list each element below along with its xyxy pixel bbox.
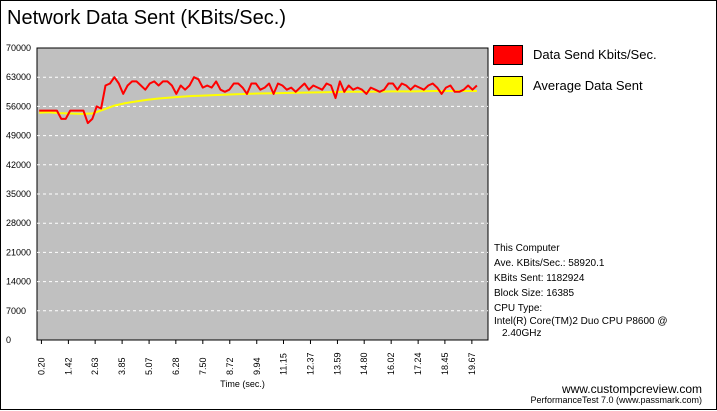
legend-swatch-red xyxy=(493,45,523,65)
series-line-average xyxy=(39,90,477,115)
x-tick-label: 19.67 xyxy=(467,352,477,375)
site-label: www.custompcreview.com xyxy=(561,382,702,396)
y-tick-label: 63000 xyxy=(6,72,31,82)
y-tick-label: 7000 xyxy=(6,306,26,316)
x-tick-label: 6.28 xyxy=(171,357,181,375)
y-tick-label: 0 xyxy=(6,335,11,345)
info-average: Ave. KBits/Sec.: 58920.1 xyxy=(494,258,605,269)
x-tick-label: 2.63 xyxy=(90,357,100,375)
x-tick-label: 11.15 xyxy=(279,353,289,375)
x-tick-label: 16.02 xyxy=(386,352,396,375)
info-cpu-speed: 2.40GHz xyxy=(502,328,542,339)
y-tick-label: 56000 xyxy=(6,101,31,111)
x-axis-label: Time (sec.) xyxy=(220,379,265,389)
info-sent: KBits Sent: 1182924 xyxy=(494,273,585,284)
y-tick-label: 49000 xyxy=(6,131,31,141)
x-tick-label: 12.37 xyxy=(305,352,315,375)
x-tick-label: 5.07 xyxy=(144,357,154,375)
info-panel: This Computer Ave. KBits/Sec.: 58920.1 K… xyxy=(494,241,668,340)
x-tick-label: 14.80 xyxy=(359,352,369,375)
y-tick-label: 28000 xyxy=(6,218,31,228)
y-tick-label: 35000 xyxy=(6,189,31,199)
y-tick-label: 14000 xyxy=(6,277,31,287)
info-cpu-name: Intel(R) Core(TM)2 Duo CPU P8600 @ xyxy=(494,316,668,327)
legend-label-data-send: Data Send Kbits/Sec. xyxy=(533,47,657,62)
x-tick-label: 0.20 xyxy=(36,357,46,375)
info-block-size: Block Size: 16385 xyxy=(494,288,575,299)
series-line-data-send xyxy=(39,76,478,125)
chart-title: Network Data Sent (KBits/Sec.) xyxy=(7,7,286,29)
y-tick-label: 70000 xyxy=(6,43,31,53)
x-tick-label: 3.85 xyxy=(117,357,127,375)
x-tick-label: 9.94 xyxy=(252,357,262,375)
info-cpu-label: CPU Type: xyxy=(494,303,543,314)
x-tick-label: 8.72 xyxy=(225,357,235,375)
tool-label: PerformanceTest 7.0 (www.passmark.com) xyxy=(530,395,702,405)
x-tick-label: 1.42 xyxy=(63,357,73,375)
x-tick-label: 13.59 xyxy=(332,352,342,375)
x-tick-label: 7.50 xyxy=(198,357,208,375)
y-tick-label: 42000 xyxy=(6,160,31,170)
y-tick-label: 21000 xyxy=(6,247,31,257)
legend-label-average: Average Data Sent xyxy=(533,78,643,93)
legend-swatch-yellow xyxy=(493,76,523,96)
x-tick-label: 18.45 xyxy=(440,352,450,375)
info-computer: This Computer xyxy=(494,243,560,254)
x-tick-label: 17.24 xyxy=(413,352,423,375)
